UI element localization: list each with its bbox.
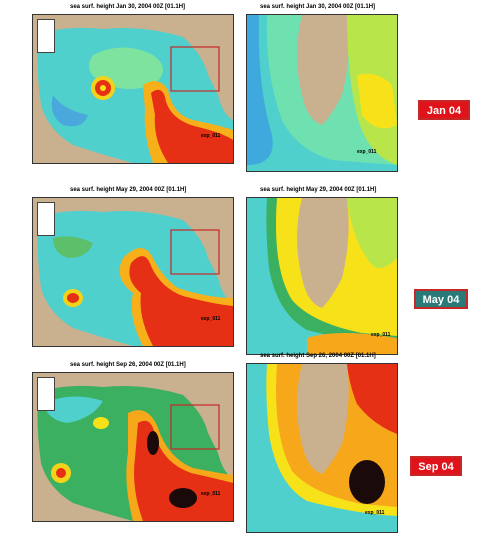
map-title: sea surf. height Jan 30, 2004 00Z [01.1H…	[70, 4, 186, 10]
map-title: sea surf. height Sep 26, 2004 00Z [01.1H…	[70, 362, 186, 368]
florida-zoom-map: exp_011	[246, 14, 398, 172]
experiment-label: exp_011	[201, 316, 221, 322]
zoom-map-title: sea surf. height Jan 30, 2004 00Z [01.1H…	[260, 4, 376, 10]
color-scale-legend	[37, 19, 55, 53]
zoom-map-title: sea surf. height May 29, 2004 00Z [01.1H…	[260, 187, 377, 193]
experiment-label: exp_011	[201, 133, 221, 139]
gulf-map: exp_011	[32, 14, 234, 164]
color-scale-legend	[37, 377, 55, 411]
florida-zoom-map: exp_011	[246, 363, 398, 533]
florida-zoom-map: exp_011	[246, 197, 398, 355]
florida-zoom-panel-may: sea surf. height May 29, 2004 00Z [01.1H…	[246, 187, 404, 355]
month-badge-sep: Sep 04	[410, 456, 462, 476]
zoom-map-title: sea surf. height Sep 26, 2004 00Z [01.1H…	[260, 353, 376, 359]
zoom-experiment-label: exp_011	[357, 149, 377, 155]
month-badge-may: May 04	[414, 289, 468, 309]
gulf-map: exp_011	[32, 197, 234, 347]
map-title: sea surf. height May 29, 2004 00Z [01.1H…	[70, 187, 187, 193]
experiment-label: exp_011	[201, 491, 221, 497]
gulf-map-panel-sep: sea surf. height Sep 26, 2004 00Z [01.1H…	[32, 362, 238, 522]
month-badge-jan: Jan 04	[418, 100, 470, 120]
gulf-map-panel-may: sea surf. height May 29, 2004 00Z [01.1H…	[32, 187, 238, 347]
gulf-map: exp_011	[32, 372, 234, 522]
florida-zoom-panel-jan: sea surf. height Jan 30, 2004 00Z [01.1H…	[246, 4, 404, 172]
florida-zoom-panel-sep: sea surf. height Sep 26, 2004 00Z [01.1H…	[246, 353, 404, 533]
zoom-experiment-label: exp_011	[365, 510, 385, 516]
zoom-experiment-label: exp_011	[371, 332, 391, 338]
gulf-map-panel-jan: sea surf. height Jan 30, 2004 00Z [01.1H…	[32, 4, 238, 164]
color-scale-legend	[37, 202, 55, 236]
